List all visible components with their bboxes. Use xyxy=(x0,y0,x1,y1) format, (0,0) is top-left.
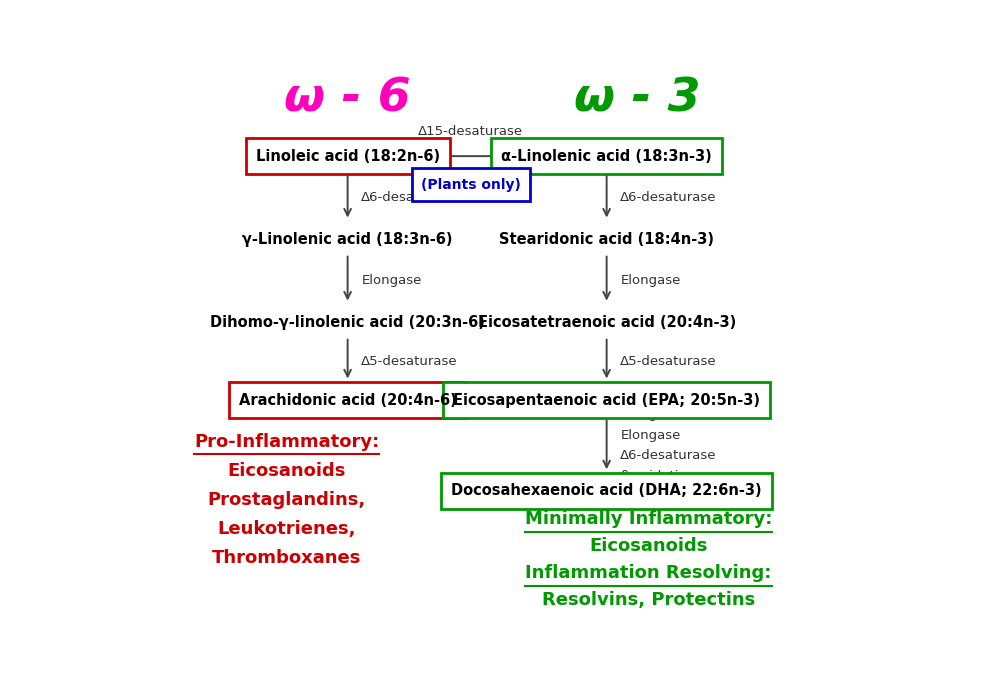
Text: Thromboxanes: Thromboxanes xyxy=(212,549,362,567)
FancyBboxPatch shape xyxy=(441,473,772,509)
Text: Elongase: Elongase xyxy=(362,274,422,287)
Text: Δ5-desaturase: Δ5-desaturase xyxy=(362,355,458,367)
Text: β-oxidation: β-oxidation xyxy=(620,470,695,483)
Text: Elongase: Elongase xyxy=(620,274,680,287)
Text: Δ6-desaturase: Δ6-desaturase xyxy=(620,450,717,462)
FancyBboxPatch shape xyxy=(229,382,466,418)
Text: Elongase: Elongase xyxy=(620,429,680,441)
Text: Eicosapentaenoic acid (EPA; 20:5n-3): Eicosapentaenoic acid (EPA; 20:5n-3) xyxy=(453,392,760,408)
FancyBboxPatch shape xyxy=(246,138,449,174)
Text: Dihomo-γ-linolenic acid (20:3n-6): Dihomo-γ-linolenic acid (20:3n-6) xyxy=(210,315,485,330)
Text: (Plants only): (Plants only) xyxy=(421,178,521,191)
Text: Resolvins, Protectins: Resolvins, Protectins xyxy=(542,591,755,609)
Text: α-Linolenic acid (18:3n-3): α-Linolenic acid (18:3n-3) xyxy=(501,149,712,164)
Text: Prostaglandins,: Prostaglandins, xyxy=(207,491,366,509)
Text: ω - 6: ω - 6 xyxy=(284,77,411,121)
Text: Elongase: Elongase xyxy=(620,408,680,421)
Text: Inflammation Resolving:: Inflammation Resolving: xyxy=(525,564,772,582)
Text: Δ15-desaturase: Δ15-desaturase xyxy=(418,125,523,137)
Text: Minimally Inflammatory:: Minimally Inflammatory: xyxy=(525,510,773,528)
Text: Δ6-desaturase: Δ6-desaturase xyxy=(620,191,717,204)
FancyBboxPatch shape xyxy=(412,168,530,201)
Text: Eicosanoids: Eicosanoids xyxy=(227,462,346,480)
Text: Eicosanoids: Eicosanoids xyxy=(590,537,708,555)
Text: Leukotrienes,: Leukotrienes, xyxy=(217,520,356,538)
Text: γ-Linolenic acid (18:3n-6): γ-Linolenic acid (18:3n-6) xyxy=(243,232,453,247)
Text: Arachidonic acid (20:4n-6): Arachidonic acid (20:4n-6) xyxy=(239,392,456,408)
Text: Δ5-desaturase: Δ5-desaturase xyxy=(620,355,717,367)
Text: Stearidonic acid (18:4n-3): Stearidonic acid (18:4n-3) xyxy=(499,232,714,247)
Text: Δ6-desaturase: Δ6-desaturase xyxy=(362,191,458,204)
Text: Docosahexaenoic acid (DHA; 22:6n-3): Docosahexaenoic acid (DHA; 22:6n-3) xyxy=(451,483,762,498)
Text: Pro-Inflammatory:: Pro-Inflammatory: xyxy=(194,433,379,451)
Text: Linoleic acid (18:2n-6): Linoleic acid (18:2n-6) xyxy=(256,149,439,164)
FancyBboxPatch shape xyxy=(443,382,770,418)
FancyBboxPatch shape xyxy=(492,138,722,174)
Text: ω - 3: ω - 3 xyxy=(574,77,701,121)
Text: Eicosatetraenoic acid (20:4n-3): Eicosatetraenoic acid (20:4n-3) xyxy=(478,315,735,330)
